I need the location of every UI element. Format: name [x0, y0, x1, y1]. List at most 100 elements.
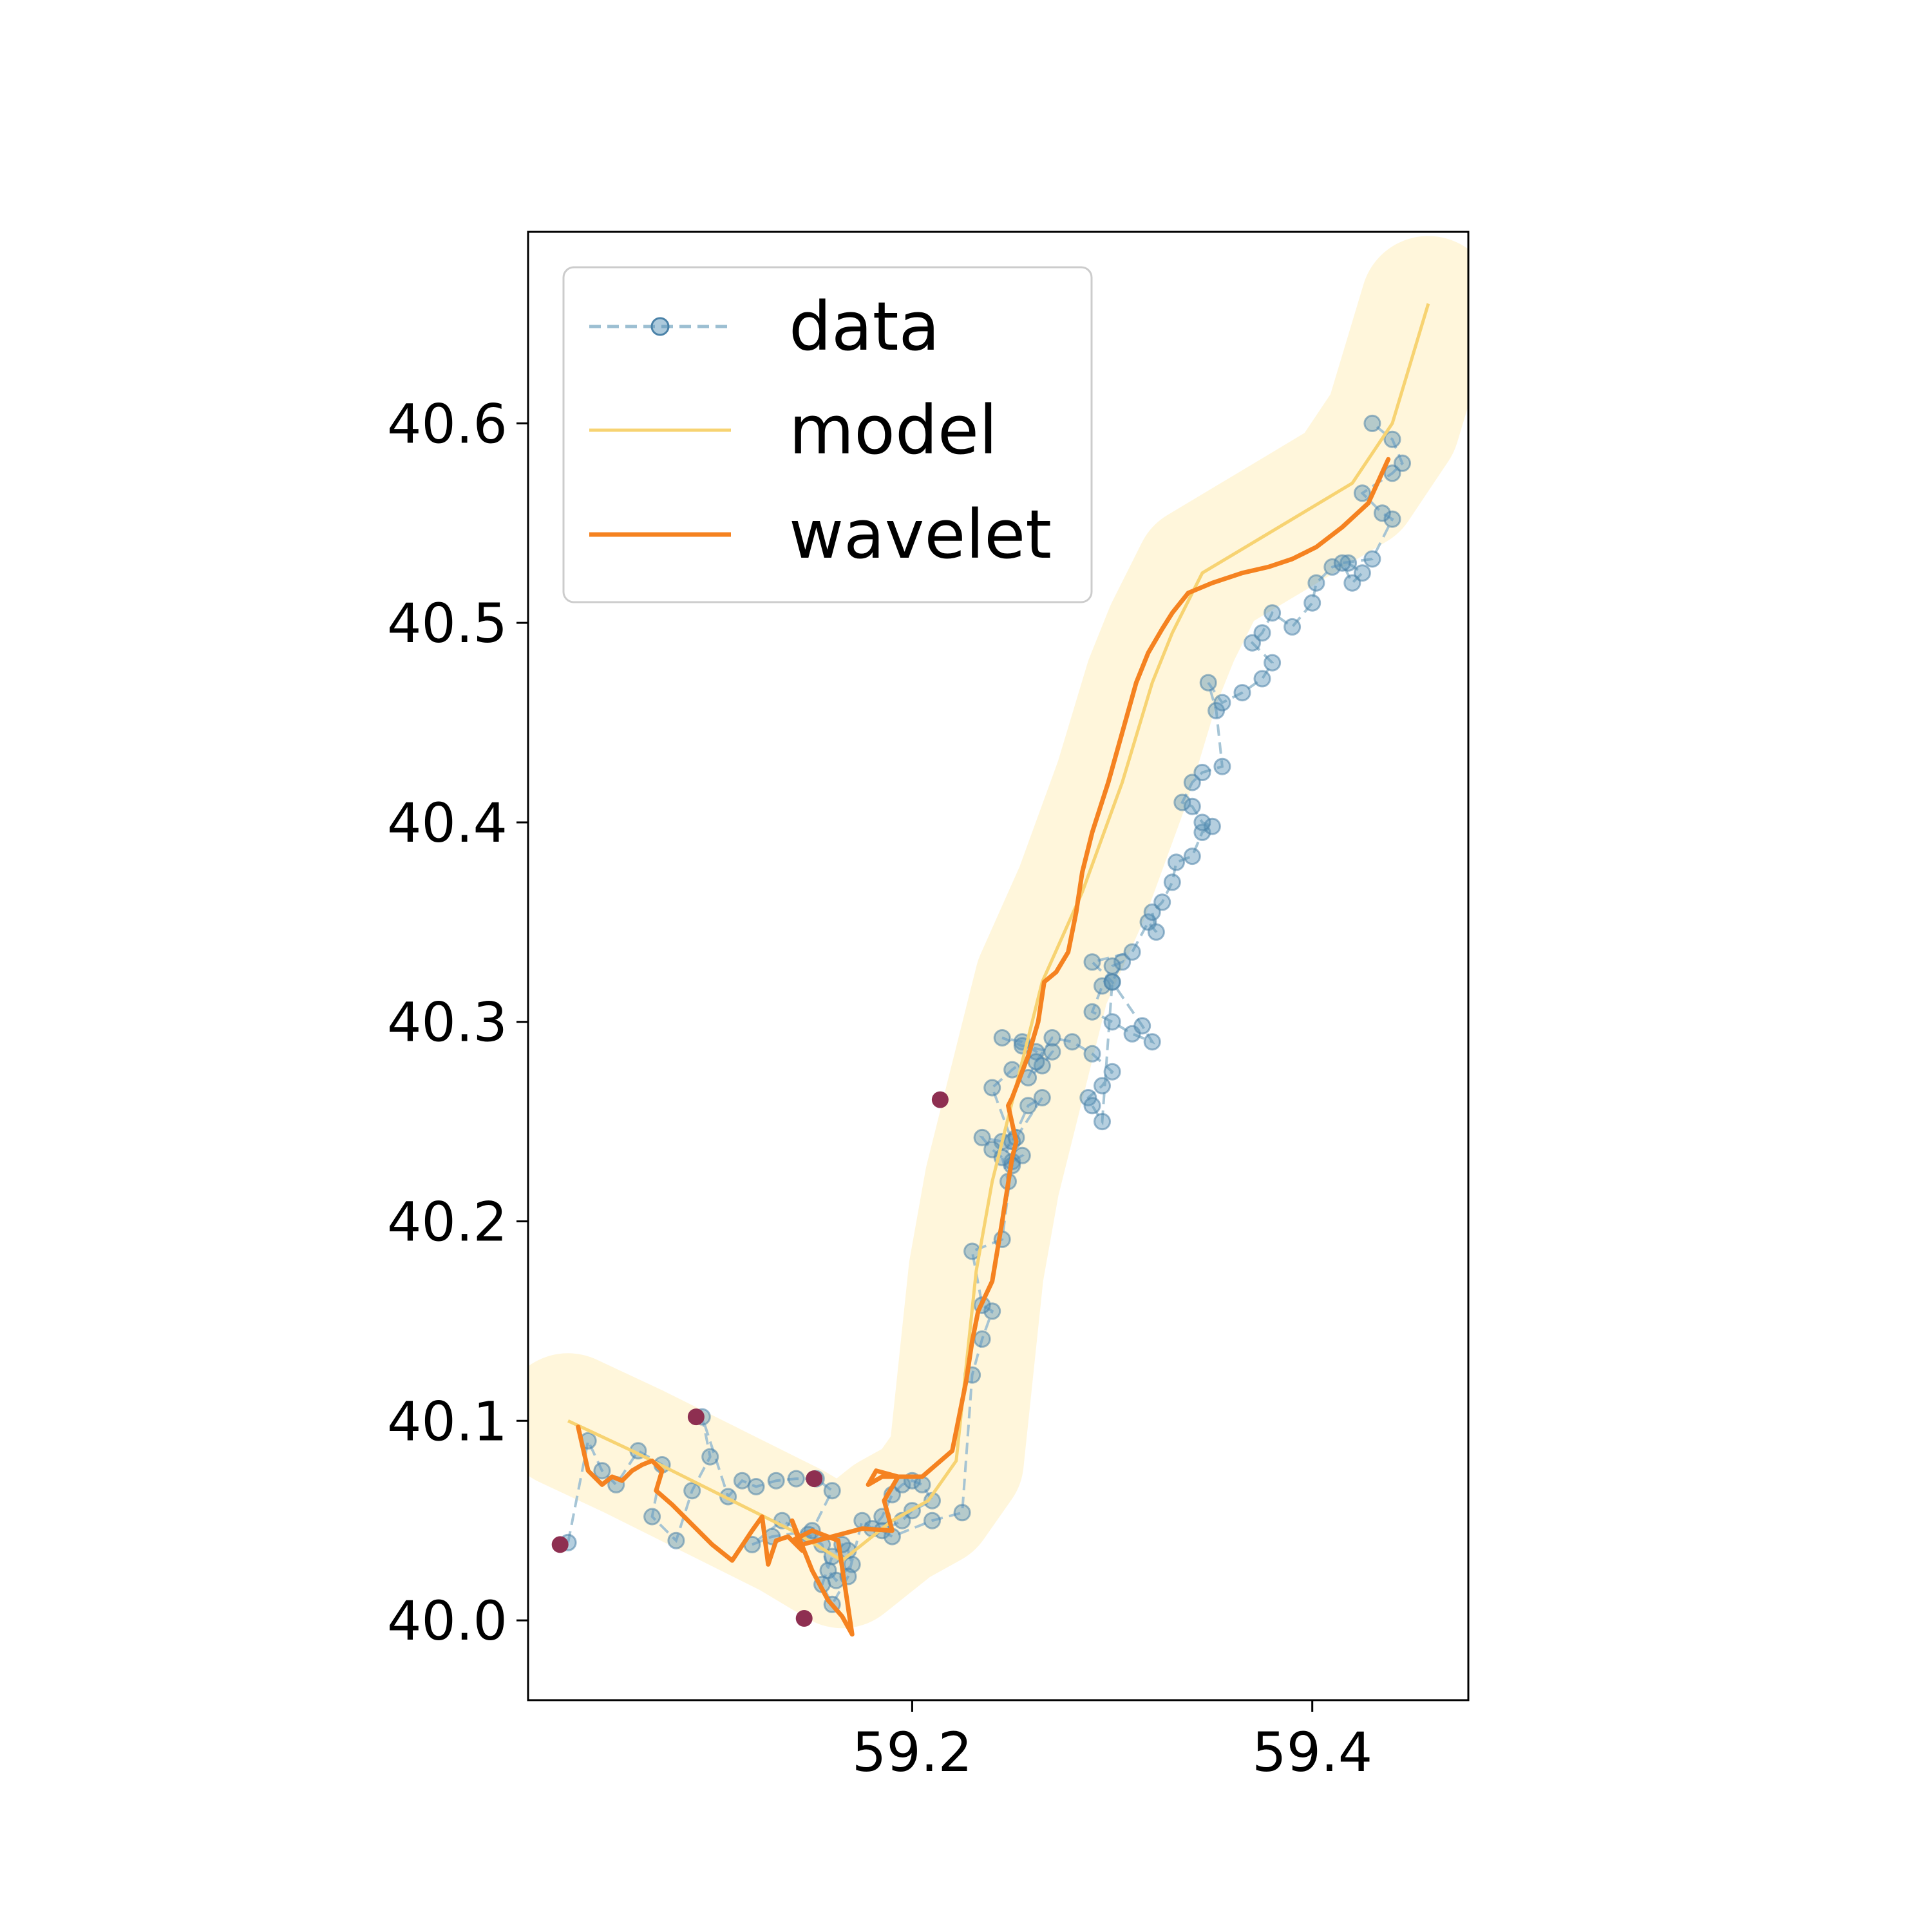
outlier-points: [551, 1091, 949, 1627]
data-point: [1063, 1033, 1081, 1051]
data-point: [1363, 414, 1381, 432]
data-point: [1233, 684, 1251, 702]
plot-frame: [527, 231, 1470, 1701]
data-point: [1383, 430, 1401, 448]
data-point: [1213, 694, 1231, 712]
data-point: [1394, 454, 1411, 472]
y-tick-label: 40.3: [387, 991, 507, 1054]
data-point: [1373, 504, 1391, 522]
data-point: [683, 1482, 701, 1500]
y-tick-label: 40.2: [387, 1191, 507, 1254]
legend-data-marker: [650, 317, 670, 336]
data-point: [1323, 558, 1341, 576]
data-point: [1343, 574, 1361, 592]
data-point: [913, 1475, 931, 1493]
data-point: [1083, 1097, 1101, 1115]
x-tick-label: 59.4: [1252, 1721, 1372, 1784]
data-point: [1333, 554, 1351, 572]
y-tick-label: 40.6: [387, 392, 507, 455]
data-point: [593, 1462, 611, 1480]
data-point: [973, 1330, 991, 1348]
data-point: [1163, 873, 1181, 891]
data-series-line: [567, 422, 1404, 1607]
data-point: [1193, 764, 1211, 781]
data-point: [1103, 1013, 1121, 1031]
data-point: [1094, 1077, 1111, 1095]
model-line: [567, 303, 1430, 1562]
data-point: [767, 1472, 785, 1490]
data-point: [1103, 1063, 1121, 1081]
data-point: [643, 1508, 661, 1526]
data-point: [1079, 1089, 1097, 1106]
data-point: [823, 1482, 841, 1500]
data-point: [1383, 510, 1401, 528]
data-point: [1353, 564, 1371, 582]
data-point: [1253, 624, 1271, 642]
data-point: [787, 1470, 805, 1488]
data-point: [1264, 604, 1282, 622]
data-point: [1123, 943, 1141, 961]
data-point: [973, 1128, 991, 1146]
data-point: [1043, 1043, 1061, 1061]
outlier-point: [931, 1091, 949, 1108]
legend-box: [562, 266, 1093, 603]
legend-label-model: model: [789, 391, 998, 469]
data-point: [1094, 1113, 1111, 1131]
data-point: [1083, 1045, 1101, 1063]
outlier-point: [795, 1610, 813, 1627]
data-point: [701, 1448, 719, 1466]
data-point: [1213, 757, 1231, 775]
data-point: [1173, 793, 1191, 811]
data-point: [1183, 797, 1201, 815]
data-point: [1193, 813, 1211, 831]
data-line: [567, 422, 1404, 1607]
y-tick-label: 40.4: [387, 791, 507, 855]
data-point: [1083, 1003, 1101, 1021]
data-point: [953, 1504, 971, 1522]
data-point: [983, 1302, 1001, 1320]
data-point: [923, 1511, 941, 1530]
y-tick-label: 40.1: [387, 1390, 507, 1453]
wavelet-line: [576, 457, 1391, 1637]
data-point: [1147, 923, 1165, 941]
y-tick-label: 40.0: [387, 1589, 507, 1653]
outlier-point: [806, 1470, 823, 1488]
data-point: [1103, 973, 1121, 991]
data-point: [1253, 670, 1271, 688]
wavelet-series: [576, 457, 1391, 1637]
data-point: [1027, 1053, 1045, 1071]
data-point: [1203, 817, 1221, 835]
data-point: [1264, 654, 1282, 672]
data-point: [993, 1029, 1011, 1046]
data-point: [1353, 484, 1371, 502]
legend-label-data: data: [789, 287, 940, 366]
data-point: [1103, 957, 1121, 975]
x-axis-ticks: 59.2 59.4: [852, 1700, 1372, 1784]
data-point: [1199, 674, 1217, 692]
outlier-point: [551, 1536, 569, 1553]
data-point: [747, 1478, 765, 1495]
data-point: [1363, 550, 1381, 568]
legend-label-wavelet: wavelet: [789, 495, 1052, 574]
data-point: [1340, 554, 1358, 572]
data-point: [1083, 953, 1101, 971]
legend: data model wavelet: [562, 266, 1093, 603]
data-point: [1094, 977, 1111, 995]
x-tick-label: 59.2: [852, 1721, 972, 1784]
data-point: [1133, 1017, 1151, 1035]
y-axis-ticks: 40.0 40.1 40.2 40.3 40.4 40.5 40.6: [387, 392, 528, 1653]
data-point: [1303, 594, 1321, 612]
data-point: [1168, 853, 1185, 871]
y-tick-label: 40.5: [387, 592, 507, 655]
data-point: [1183, 773, 1201, 791]
data-point: [983, 1079, 1001, 1097]
data-point: [1183, 848, 1201, 866]
data-point: [1143, 1033, 1161, 1051]
data-point: [1043, 1029, 1061, 1046]
data-point: [667, 1531, 685, 1549]
outlier-point: [687, 1408, 705, 1426]
data-point: [1283, 618, 1302, 636]
data-point: [1307, 574, 1325, 592]
data-point: [1033, 1089, 1051, 1106]
